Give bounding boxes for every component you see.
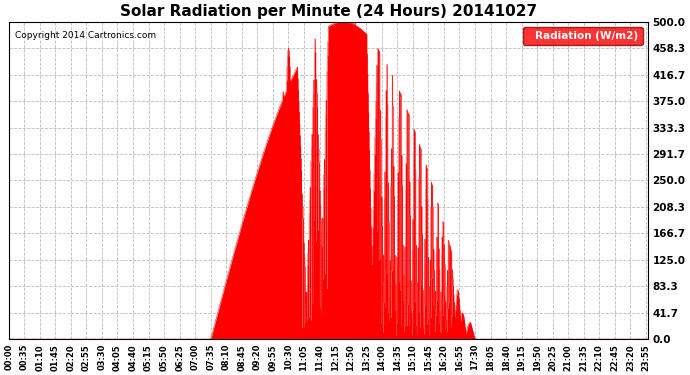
Text: Copyright 2014 Cartronics.com: Copyright 2014 Cartronics.com — [15, 31, 156, 40]
Title: Solar Radiation per Minute (24 Hours) 20141027: Solar Radiation per Minute (24 Hours) 20… — [119, 4, 537, 19]
Legend: Radiation (W/m2): Radiation (W/m2) — [523, 27, 642, 45]
